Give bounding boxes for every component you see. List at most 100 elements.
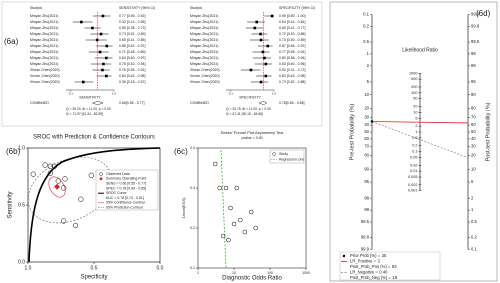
post-tick-label: 98 [471,63,476,68]
estimate [105,44,109,48]
value-label: 0.83 [0.60 - 0.96] [279,62,305,66]
estimate [102,62,105,66]
post-tick-label: 20 [471,153,476,158]
observed-point [62,176,68,182]
pre-tick-label: 99.8 [361,235,370,240]
study-point [223,185,229,191]
lr-tick-label: 1 [415,130,417,134]
value-label: 0.76 [0.55 - 0.91] [119,68,145,72]
value-label: 0.72 [0.53 - 0.86] [279,32,305,36]
legend-label: Prior Prob (%) = [350,253,381,258]
lr-tick-label: 0.01 [410,169,417,173]
pre-tick-label: 98 [364,195,369,200]
lr-tick-label: 0.2 [412,144,417,148]
summary-point [54,183,61,190]
study-label: Minyan Zhu(2021) [190,50,218,54]
y-tick-label: 1.0 [18,145,25,151]
x-axis-label: SPECIFICITY [239,95,261,99]
observed-point [60,185,67,191]
post-tick-label: 99.8 [471,23,480,28]
post-tick-label: 0.1 [471,247,477,252]
x-tick-label: 1.0 [112,91,117,95]
legend-box [339,251,441,281]
post-tick-label: 99.9 [471,12,480,17]
legend-label: SPEC = 0.78 [0.69 - 0.85] [106,186,146,190]
x-tick-label: 0.1 [229,91,234,95]
observed-point [30,171,36,177]
value-label: 0.77 [0.56 - 0.92] [119,14,145,18]
pre-tick-label: 0.1 [363,12,369,17]
legend-label: LR_Positive = [350,259,377,264]
value-label: 0.55 [0.38 - 0.72] [119,26,145,30]
column-header: Studyid [190,6,202,10]
post-tick-label: 0.2 [471,235,477,240]
y-axis-label: Post-test Probability (%) [485,102,491,161]
pre-tick-label: 1 [367,51,370,56]
post-tick-label: 10 [471,166,476,171]
pre-tick-label: 95 [364,179,369,184]
panel-frame [1,1,323,127]
study-label: Minyan Zhu(2021) [190,26,218,30]
post-tick-label: 99.5 [471,39,480,44]
legend-label: Study [279,152,288,156]
estimate [101,68,104,72]
study-label: Minyan Zhu(2021) [190,56,218,60]
study-label: Xinran Chen(2020) [190,68,220,72]
panel-label: (6b) [6,147,21,156]
value-label: 0.73 [0.51 - 0.89] [119,32,145,36]
x-tick-label: 0.5 [91,265,98,271]
x-tick-label: 1 [197,271,199,275]
observed-point [42,162,48,168]
legend-symbol [99,172,103,176]
column-header: SENSITIVITY (95% CI) [119,6,155,10]
chart-title: SROC with Prediction & Confidence Contou… [33,135,155,141]
legend-value: 18 [392,275,397,280]
legend-label: Regression Line [279,157,304,161]
confidence-contour [48,176,66,198]
x-tick-label: 0.0 [157,265,164,271]
legend-symbol [272,152,276,156]
legend-label: LR_Negative = [350,270,378,275]
value-label: 0.80 [0.56 - 0.94] [279,56,305,60]
pre-tick-label: 90 [364,166,369,171]
column-header: Studyid [30,6,42,10]
legend-label: Summary Operating Point [106,177,146,181]
estimate [266,44,270,48]
estimate [80,20,83,24]
y-tick-label: 0.1 [190,266,195,270]
study-label: Minyan Zhu(2021) [30,50,58,54]
study-label: Xinran Chen(2020) [190,74,220,78]
observed-point [47,163,54,169]
study-label: Xinran Chen(2020) [30,68,60,72]
observed-point [72,222,79,229]
lr-tick-label: 20 [413,105,417,109]
legend-label: Observed Data [106,172,130,176]
legend-value: 0.40 [379,270,388,275]
lr-tick-label: 0.02 [410,163,417,167]
study-point [226,237,231,243]
legend-label: 95% Prediction Contour [106,206,144,210]
pre-tick-label: 10 [364,92,369,97]
legend-symbol [99,177,103,181]
combined-label: COMBINED [190,101,209,105]
legend-label: SROC Curve [106,191,126,195]
post-tick-label: 0.5 [471,219,477,224]
combined-estimate [258,100,268,106]
pre-tick-label: 0.2 [363,23,369,28]
panel-label: (6d) [476,9,491,18]
post-tick-label: 50 [471,129,476,134]
x-axis-label: Diagnostic Odds Ratio [222,276,282,282]
stats-line: Q = 39.24, df = 11.00, p = 0.00 [66,107,111,111]
study-label: Minyan Zhu(2021) [190,44,218,48]
post-tick-label: 80 [471,106,476,111]
combined-value-label: 0.66[0.55 - 0.77] [119,101,145,105]
study-label: Xinran Chen(2020) [30,74,60,78]
stats-line: Q = 33.75, df = 11.00, p = 0.00 [226,107,271,111]
value-label: 0.73 [0.50 - 0.89] [279,38,305,42]
study-point [228,205,233,211]
panel-frame [329,1,498,282]
post-tick-label: 99 [471,51,476,56]
value-label: 0.78 [0.52 - 0.94] [119,62,145,66]
legend-box [95,169,159,211]
lr-tick-label: 1000 [409,71,417,75]
